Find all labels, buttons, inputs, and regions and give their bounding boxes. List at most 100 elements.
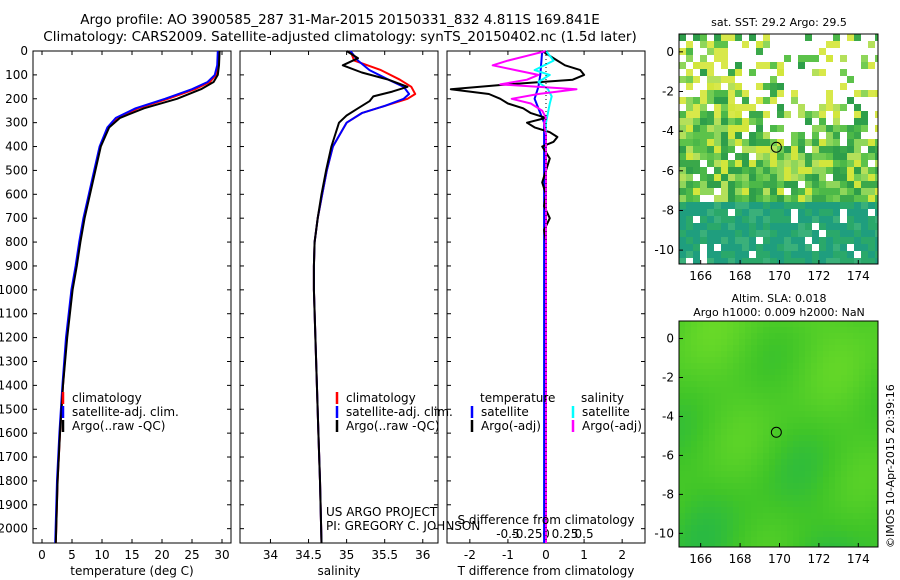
series-line-argo-raw-qc [54, 50, 221, 544]
map-y-tick-label: -2 [662, 371, 674, 385]
legend-label-temperature-satellite: satellite [481, 405, 529, 419]
series-line-argo-raw-qc [312, 50, 409, 544]
x-tick-label: 30 [214, 548, 229, 562]
map-y-tick-label: -6 [662, 164, 674, 178]
depth-tick-label: 300 [5, 116, 28, 130]
temperature-panel [32, 50, 232, 544]
depth-tick-label: 1000 [0, 283, 28, 297]
difference-series [449, 50, 586, 543]
depth-tick-label: 600 [5, 187, 28, 201]
x-tick-label: -1 [502, 548, 514, 562]
temperature-xlabel: temperature (deg C) [70, 564, 193, 578]
map-x-tick-label: 166 [689, 269, 712, 283]
map-y-tick-label: -4 [662, 409, 674, 423]
map-y-tick-label: -10 [654, 243, 674, 257]
x-tick-label: 25 [184, 548, 199, 562]
depth-tick-label: 1500 [0, 402, 28, 416]
depth-tick-label: 1200 [0, 331, 28, 345]
legend-label-argo: Argo(..raw -QC) [72, 419, 165, 433]
map-y-tick-label: 0 [666, 332, 674, 346]
map-x-tick-label: 174 [847, 552, 870, 566]
depth-tick-label: 1600 [0, 426, 28, 440]
argo-position-marker [770, 426, 782, 438]
s-tick-label: -0.25 [511, 527, 542, 541]
x-tick-label: 35 [339, 548, 354, 562]
x-tick-label: 2 [618, 548, 626, 562]
x-tick-label: 36 [415, 548, 430, 562]
x-tick-label: 15 [124, 548, 139, 562]
argo-position-marker [770, 141, 782, 153]
depth-tick-label: 1900 [0, 498, 28, 512]
series-line-temperature-satellite [533, 50, 546, 543]
depth-tick-label: 1300 [0, 354, 28, 368]
map-y-tick-label: -4 [662, 124, 674, 138]
map-x-tick-label: 168 [729, 269, 752, 283]
depth-tick-label: 700 [5, 211, 28, 225]
pi-credit: PI: GREGORY C. JOHNSON [326, 519, 480, 533]
salinity-panel [239, 50, 439, 544]
x-tick-label: 35.5 [371, 548, 398, 562]
legend-label-climatology: climatology [72, 391, 142, 405]
sla-map-title-2: Argo h1000: 0.009 h2000: NaN [693, 306, 865, 319]
depth-tick-label: 400 [5, 140, 28, 154]
legend-label-temperature-argo: Argo(-adj) [481, 419, 541, 433]
x-tick-label: 34.5 [295, 548, 322, 562]
timestamp: ©IMOS 10-Apr-2015 20:39:16 [884, 384, 897, 548]
legend-label-climatology: climatology [346, 391, 416, 405]
map-x-tick-label: 174 [847, 269, 870, 283]
title-line-1: Argo profile: AO 3900585_287 31-Mar-2015… [80, 12, 600, 28]
depth-tick-label: 200 [5, 92, 28, 106]
map-x-tick-label: 170 [768, 269, 791, 283]
s-difference-xlabel: S difference from climatology [458, 513, 635, 527]
depth-tick-label: 900 [5, 259, 28, 273]
map-y-tick-label: 0 [666, 45, 674, 59]
project-credit: US ARGO PROJECT [326, 505, 438, 519]
sla-map-title-1: Altim. SLA: 0.018 [731, 292, 827, 305]
map-x-tick-label: 172 [807, 552, 830, 566]
x-tick-label: 20 [154, 548, 169, 562]
legend-label-satellite: satellite-adj. clim. [72, 405, 179, 419]
map-x-tick-label: 166 [689, 552, 712, 566]
depth-tick-label: 0 [20, 44, 28, 58]
depth-tick-label: 500 [5, 163, 28, 177]
temperature-legend: climatology satellite-adj. clim. Argo(..… [61, 391, 179, 433]
x-tick-label: 10 [94, 548, 109, 562]
temperature-x-axis: 0 5 10 15 20 25 30 [38, 51, 230, 562]
legend-label-salinity-argo: Argo(-adj) [582, 419, 642, 433]
t-difference-xlabel: T difference from climatology [457, 564, 635, 578]
depth-tick-label: 100 [5, 68, 28, 82]
salinity-x-axis: 34 34.5 35 35.5 36 [263, 51, 430, 562]
legend-label-salinity-satellite: satellite [582, 405, 630, 419]
difference-legend: temperature salinity satellite Argo(-adj… [470, 391, 642, 433]
x-tick-label: -2 [464, 548, 476, 562]
map-y-tick-label: -10 [654, 526, 674, 540]
map-x-tick-label: 172 [807, 269, 830, 283]
depth-tick-label: 1400 [0, 378, 28, 392]
depth-tick-label: 1800 [0, 474, 28, 488]
depth-tick-label: 800 [5, 235, 28, 249]
s-tick-label: 0.5 [575, 527, 594, 541]
legend-label-satellite: satellite-adj. clim. [346, 405, 453, 419]
x-tick-label: 0 [38, 548, 46, 562]
x-tick-label: 5 [68, 548, 76, 562]
s-tick-label: -0.5 [496, 527, 519, 541]
map-y-tick-label: -8 [662, 487, 674, 501]
salinity-xlabel: salinity [317, 564, 360, 578]
series-line-salinity-argo-adj [491, 50, 578, 543]
title-line-2: Climatology: CARS2009. Satellite-adjuste… [43, 29, 637, 45]
salinity-series [312, 50, 417, 544]
depth-axis: 0 100 200 300 400 500 600 700 800 900 1000 1100 1200… [0, 44, 645, 536]
sst-map-title: sat. SST: 29.2 Argo: 29.5 [711, 16, 847, 29]
s-tick-label: 0.25 [552, 527, 579, 541]
x-tick-label: 1 [580, 548, 588, 562]
x-tick-label: 0 [542, 548, 550, 562]
depth-tick-label: 1100 [0, 307, 28, 321]
map-y-tick-label: -8 [662, 203, 674, 217]
map-y-tick-label: -2 [662, 85, 674, 99]
depth-tick-label: 2000 [0, 522, 28, 536]
legend-label-argo: Argo(..raw -QC) [346, 419, 439, 433]
temperature-series [54, 50, 221, 544]
map-x-tick-label: 168 [729, 552, 752, 566]
depth-tick-label: 1700 [0, 450, 28, 464]
